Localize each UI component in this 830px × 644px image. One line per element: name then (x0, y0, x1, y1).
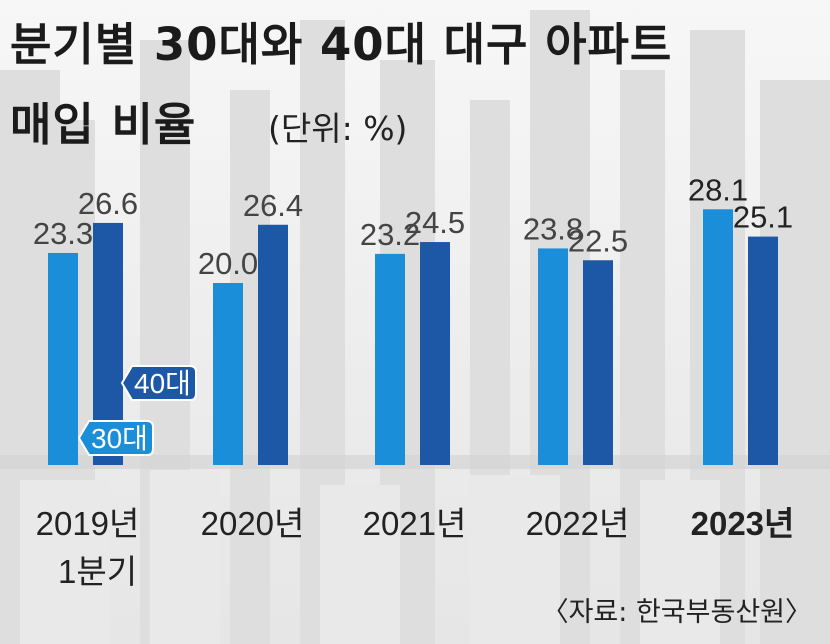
legend-label-30s: 30대 (91, 423, 148, 454)
category-label-4-line0: 2023년 (691, 505, 795, 542)
value-label-30s-4: 28.1 (688, 172, 748, 207)
legend-callout-40s (120, 365, 197, 401)
bar-40s-3 (583, 260, 613, 465)
chart-title-line1: 분기별 30대와 40대 대구 아파트 (10, 18, 673, 71)
value-label-40s-4: 25.1 (733, 200, 793, 235)
bar-30s-0 (48, 252, 78, 465)
legend-label-40s: 40대 (134, 368, 191, 399)
category-label-3-line0: 2022년 (526, 505, 630, 542)
bar-30s-2 (375, 253, 405, 465)
value-label-40s-2: 24.5 (405, 205, 465, 240)
bar-40s-2 (420, 242, 450, 465)
value-label-40s-0: 26.6 (78, 186, 138, 221)
category-label-0-line0: 2019년 (36, 505, 140, 542)
value-label-30s-0: 23.3 (33, 216, 93, 251)
chart-title-line2: 매입 비율 (10, 98, 197, 151)
category-label-2-line0: 2021년 (363, 505, 467, 542)
bar-40s-1 (258, 224, 288, 465)
value-label-30s-1: 20.0 (198, 246, 258, 281)
category-label-1-line0: 2020년 (201, 505, 305, 542)
bar-30s-1 (213, 283, 243, 465)
value-label-40s-1: 26.4 (243, 188, 303, 223)
bar-30s-4 (703, 209, 733, 465)
category-label-0-line1: 1분기 (58, 553, 137, 590)
value-label-30s-3: 23.8 (523, 211, 583, 246)
value-label-40s-3: 22.5 (568, 223, 628, 258)
bar-30s-3 (538, 248, 568, 465)
value-label-30s-2: 23.2 (360, 217, 420, 252)
unit-label: (단위: %) (268, 109, 408, 148)
bar-40s-4 (748, 236, 778, 465)
source-note: 〈자료: 한국부동산원〉 (541, 597, 812, 628)
legend-callout-30s (77, 420, 154, 456)
